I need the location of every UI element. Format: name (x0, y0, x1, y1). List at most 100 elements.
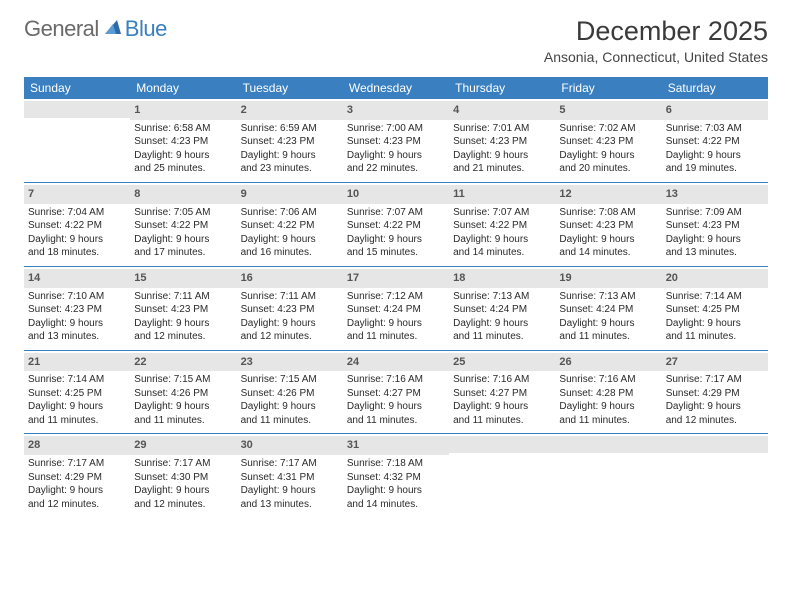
sunrise-text: Sunrise: 7:11 AM (241, 290, 339, 304)
daylight-line2: and 25 minutes. (134, 162, 232, 176)
calendar-cell: 10Sunrise: 7:07 AMSunset: 4:22 PMDayligh… (343, 183, 449, 266)
daylight-line2: and 11 minutes. (134, 414, 232, 428)
calendar-cell: 11Sunrise: 7:07 AMSunset: 4:22 PMDayligh… (449, 183, 555, 266)
daylight-line1: Daylight: 9 hours (134, 149, 232, 163)
daynum-bar-empty (662, 436, 768, 453)
calendar-cell: 21Sunrise: 7:14 AMSunset: 4:25 PMDayligh… (24, 351, 130, 434)
sunrise-text: Sunrise: 7:17 AM (666, 373, 764, 387)
sunrise-text: Sunrise: 7:05 AM (134, 206, 232, 220)
day-header: Monday (130, 77, 236, 99)
sunrise-text: Sunrise: 7:14 AM (28, 373, 126, 387)
calendar-cell: 6Sunrise: 7:03 AMSunset: 4:22 PMDaylight… (662, 99, 768, 182)
daylight-line1: Daylight: 9 hours (241, 484, 339, 498)
logo: General Blue (24, 16, 167, 42)
calendar-cell: 2Sunrise: 6:59 AMSunset: 4:23 PMDaylight… (237, 99, 343, 182)
daylight-line1: Daylight: 9 hours (347, 484, 445, 498)
daylight-line2: and 19 minutes. (666, 162, 764, 176)
daylight-line2: and 13 minutes. (666, 246, 764, 260)
sunrise-text: Sunrise: 7:16 AM (559, 373, 657, 387)
daylight-line2: and 20 minutes. (559, 162, 657, 176)
day-number: 29 (130, 436, 236, 455)
week-row: 7Sunrise: 7:04 AMSunset: 4:22 PMDaylight… (24, 183, 768, 267)
sunrise-text: Sunrise: 7:16 AM (347, 373, 445, 387)
day-number: 18 (449, 269, 555, 288)
calendar-cell: 8Sunrise: 7:05 AMSunset: 4:22 PMDaylight… (130, 183, 236, 266)
daylight-line1: Daylight: 9 hours (241, 233, 339, 247)
daylight-line2: and 17 minutes. (134, 246, 232, 260)
calendar-cell: 17Sunrise: 7:12 AMSunset: 4:24 PMDayligh… (343, 267, 449, 350)
sunset-text: Sunset: 4:23 PM (347, 135, 445, 149)
sunrise-text: Sunrise: 7:04 AM (28, 206, 126, 220)
logo-word-blue: Blue (125, 16, 167, 42)
sunrise-text: Sunrise: 7:12 AM (347, 290, 445, 304)
sunrise-text: Sunrise: 7:08 AM (559, 206, 657, 220)
daylight-line1: Daylight: 9 hours (666, 149, 764, 163)
sunrise-text: Sunrise: 7:00 AM (347, 122, 445, 136)
daylight-line2: and 11 minutes. (453, 414, 551, 428)
day-number: 9 (237, 185, 343, 204)
day-header: Saturday (662, 77, 768, 99)
week-row: 14Sunrise: 7:10 AMSunset: 4:23 PMDayligh… (24, 267, 768, 351)
daylight-line2: and 14 minutes. (453, 246, 551, 260)
sunset-text: Sunset: 4:29 PM (28, 471, 126, 485)
week-row: 28Sunrise: 7:17 AMSunset: 4:29 PMDayligh… (24, 434, 768, 517)
sunrise-text: Sunrise: 7:06 AM (241, 206, 339, 220)
daylight-line1: Daylight: 9 hours (453, 149, 551, 163)
sunset-text: Sunset: 4:23 PM (559, 219, 657, 233)
daylight-line1: Daylight: 9 hours (666, 400, 764, 414)
title-block: December 2025 Ansonia, Connecticut, Unit… (544, 16, 768, 65)
calendar-cell: 18Sunrise: 7:13 AMSunset: 4:24 PMDayligh… (449, 267, 555, 350)
sunset-text: Sunset: 4:24 PM (453, 303, 551, 317)
day-number: 1 (130, 101, 236, 120)
sunrise-text: Sunrise: 7:13 AM (559, 290, 657, 304)
day-number: 21 (24, 353, 130, 372)
daylight-line1: Daylight: 9 hours (134, 400, 232, 414)
sunset-text: Sunset: 4:23 PM (666, 219, 764, 233)
sunset-text: Sunset: 4:30 PM (134, 471, 232, 485)
day-number: 4 (449, 101, 555, 120)
daylight-line2: and 11 minutes. (347, 330, 445, 344)
calendar-cell: 1Sunrise: 6:58 AMSunset: 4:23 PMDaylight… (130, 99, 236, 182)
daylight-line2: and 13 minutes. (28, 330, 126, 344)
daylight-line2: and 13 minutes. (241, 498, 339, 512)
day-number: 24 (343, 353, 449, 372)
daylight-line2: and 12 minutes. (28, 498, 126, 512)
sunrise-text: Sunrise: 7:17 AM (134, 457, 232, 471)
daylight-line2: and 16 minutes. (241, 246, 339, 260)
day-number: 19 (555, 269, 661, 288)
calendar-cell: 9Sunrise: 7:06 AMSunset: 4:22 PMDaylight… (237, 183, 343, 266)
day-header: Thursday (449, 77, 555, 99)
calendar-cell: 29Sunrise: 7:17 AMSunset: 4:30 PMDayligh… (130, 434, 236, 517)
sunset-text: Sunset: 4:23 PM (134, 135, 232, 149)
daylight-line1: Daylight: 9 hours (347, 149, 445, 163)
daylight-line2: and 12 minutes. (134, 330, 232, 344)
daynum-bar-empty (24, 101, 130, 118)
daylight-line2: and 11 minutes. (559, 330, 657, 344)
sunset-text: Sunset: 4:27 PM (347, 387, 445, 401)
daylight-line2: and 15 minutes. (347, 246, 445, 260)
daylight-line2: and 18 minutes. (28, 246, 126, 260)
week-row: 1Sunrise: 6:58 AMSunset: 4:23 PMDaylight… (24, 99, 768, 183)
daylight-line1: Daylight: 9 hours (666, 317, 764, 331)
day-header: Wednesday (343, 77, 449, 99)
day-number: 31 (343, 436, 449, 455)
day-header: Friday (555, 77, 661, 99)
sunrise-text: Sunrise: 7:09 AM (666, 206, 764, 220)
daylight-line1: Daylight: 9 hours (134, 233, 232, 247)
calendar-cell (449, 434, 555, 517)
day-number: 6 (662, 101, 768, 120)
sunset-text: Sunset: 4:22 PM (666, 135, 764, 149)
daynum-bar-empty (449, 436, 555, 453)
sunrise-text: Sunrise: 7:17 AM (28, 457, 126, 471)
sunrise-text: Sunrise: 7:07 AM (453, 206, 551, 220)
calendar: SundayMondayTuesdayWednesdayThursdayFrid… (24, 77, 768, 517)
daylight-line1: Daylight: 9 hours (559, 149, 657, 163)
daylight-line1: Daylight: 9 hours (134, 317, 232, 331)
sunset-text: Sunset: 4:24 PM (559, 303, 657, 317)
day-number: 16 (237, 269, 343, 288)
calendar-cell: 20Sunrise: 7:14 AMSunset: 4:25 PMDayligh… (662, 267, 768, 350)
sunset-text: Sunset: 4:28 PM (559, 387, 657, 401)
calendar-cell: 15Sunrise: 7:11 AMSunset: 4:23 PMDayligh… (130, 267, 236, 350)
day-number: 17 (343, 269, 449, 288)
calendar-cell: 7Sunrise: 7:04 AMSunset: 4:22 PMDaylight… (24, 183, 130, 266)
